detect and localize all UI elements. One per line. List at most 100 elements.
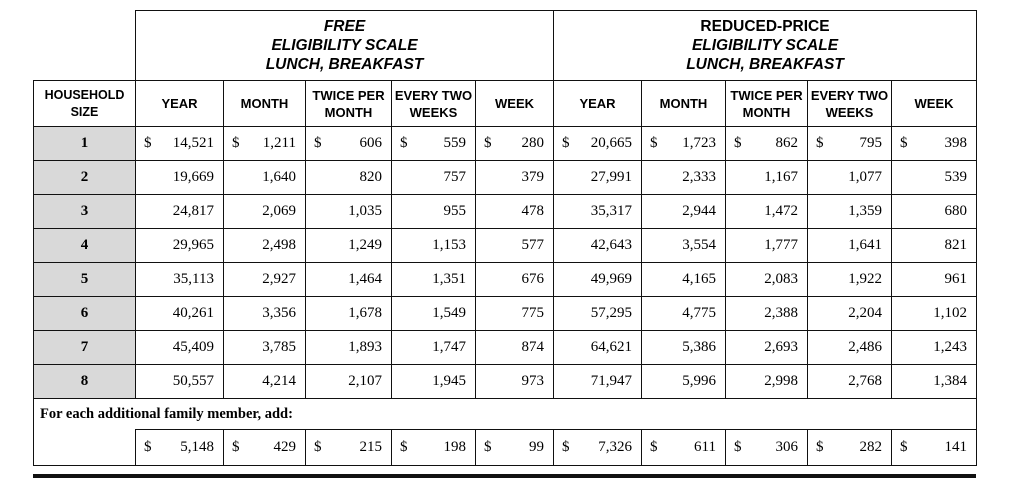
reduced-value-cell: 71,947 [553, 364, 642, 399]
reduced-value-cell: 2,388 [725, 296, 808, 331]
value-text: 1,249 [348, 237, 382, 253]
reduced-group-meals: LUNCH, BREAKFAST [686, 56, 844, 73]
value-text: 961 [944, 271, 968, 287]
free-value-cell: 2,498 [223, 228, 306, 263]
value-text: 27,991 [590, 169, 632, 185]
value-text: 757 [443, 169, 467, 185]
value-text: 973 [521, 373, 545, 389]
col-header-label2: WEEKS [825, 104, 874, 120]
free-value-cell: $280 [475, 126, 554, 161]
value-text: $99 [484, 439, 544, 455]
value-text: $282 [816, 439, 882, 455]
value-text: 2,388 [764, 305, 798, 321]
value-text: 1,640 [262, 169, 296, 185]
value-text: $141 [900, 439, 967, 455]
value-text: 4,775 [682, 305, 716, 321]
value-text: $1,723 [650, 135, 716, 151]
reduced-col-header: EVERY TWO WEEKS [807, 80, 892, 127]
free-value-cell: 1,747 [391, 330, 476, 365]
additional-free-value-cell: $99 [475, 429, 554, 466]
free-value-cell: 955 [391, 194, 476, 229]
value-text: 1,893 [348, 339, 382, 355]
free-value-cell: 1,249 [305, 228, 392, 263]
value-text: 2,944 [682, 203, 716, 219]
free-value-cell: 1,351 [391, 262, 476, 297]
reduced-group-header: REDUCED-PRICE ELIGIBILITY SCALE LUNCH, B… [553, 10, 977, 81]
additional-reduced-value-cell: $141 [891, 429, 977, 466]
reduced-value-cell: 3,554 [641, 228, 726, 263]
free-col-header: WEEK [475, 80, 554, 127]
reduced-value-cell: 49,969 [553, 262, 642, 297]
eligibility-table: FREE ELIGIBILITY SCALE LUNCH, BREAKFAST … [33, 10, 977, 466]
col-header-label: EVERY TWO [394, 87, 473, 103]
value-text: 1,359 [848, 203, 882, 219]
reduced-value-cell: 1,384 [891, 364, 977, 399]
value-text: 4,165 [682, 271, 716, 287]
table-row: 1 $14,521 $1,211 $606 $559 $280 $20,665 $1,723 $… [33, 126, 977, 161]
free-value-cell: 1,549 [391, 296, 476, 331]
reduced-value-cell: 2,693 [725, 330, 808, 365]
free-value-cell: 29,965 [135, 228, 224, 263]
reduced-value-cell: 1,359 [807, 194, 892, 229]
reduced-value-cell: 64,621 [553, 330, 642, 365]
reduced-value-cell: 5,386 [641, 330, 726, 365]
value-text: 57,295 [590, 305, 632, 321]
value-text: 35,317 [590, 203, 632, 219]
value-text: 1,922 [848, 271, 882, 287]
value-text: 676 [521, 271, 545, 287]
free-value-cell: 40,261 [135, 296, 224, 331]
value-text: $14,521 [144, 135, 214, 151]
value-text: 5,386 [682, 339, 716, 355]
value-text: 680 [944, 203, 968, 219]
reduced-col-header: YEAR [553, 80, 642, 127]
value-text: 539 [944, 169, 968, 185]
free-value-cell: 24,817 [135, 194, 224, 229]
table-row: 7 45,409 3,785 1,893 1,747 874 64,621 5,386 2,69… [33, 330, 977, 365]
value-text: 1,945 [432, 373, 466, 389]
reduced-value-cell: 1,167 [725, 160, 808, 195]
additional-reduced-value-cell: $306 [725, 429, 808, 466]
value-text: 1,243 [933, 339, 967, 355]
value-text: $280 [484, 135, 544, 151]
table-row: 5 35,113 2,927 1,464 1,351 676 49,969 4,165 2,08… [33, 262, 977, 297]
value-text: 577 [521, 237, 545, 253]
reduced-col-header: MONTH [641, 80, 726, 127]
additional-reduced-value-cell: $282 [807, 429, 892, 466]
reduced-value-cell: 1,077 [807, 160, 892, 195]
value-text: 2,083 [764, 271, 798, 287]
col-header-label: MONTH [659, 96, 708, 111]
col-header-label: YEAR [579, 96, 616, 111]
reduced-value-cell: 961 [891, 262, 977, 297]
value-text: 1,351 [432, 271, 466, 287]
reduced-value-cell: 35,317 [553, 194, 642, 229]
free-value-cell: 874 [475, 330, 554, 365]
value-text: 2,498 [262, 237, 296, 253]
value-text: 2,069 [262, 203, 296, 219]
col-header-label: TWICE PER [730, 87, 803, 103]
reduced-value-cell: 57,295 [553, 296, 642, 331]
additional-free-value-cell: $215 [305, 429, 392, 466]
free-value-cell: 35,113 [135, 262, 224, 297]
free-value-cell: 45,409 [135, 330, 224, 365]
value-text: $215 [314, 439, 382, 455]
household-size-cell: 2 [33, 160, 136, 195]
reduced-value-cell: 2,486 [807, 330, 892, 365]
value-text: 775 [521, 305, 545, 321]
value-text: 2,486 [848, 339, 882, 355]
free-value-cell: 2,107 [305, 364, 392, 399]
reduced-value-cell: 1,777 [725, 228, 808, 263]
free-value-cell: 676 [475, 262, 554, 297]
value-text: 1,384 [933, 373, 967, 389]
eligibility-table-wrapper: FREE ELIGIBILITY SCALE LUNCH, BREAKFAST … [33, 10, 977, 466]
value-text: $1,211 [232, 135, 296, 151]
free-col-header: YEAR [135, 80, 224, 127]
free-col-header: MONTH [223, 80, 306, 127]
free-value-cell: 1,035 [305, 194, 392, 229]
value-text: $5,148 [144, 439, 214, 455]
free-value-cell: $1,211 [223, 126, 306, 161]
reduced-value-cell: 42,643 [553, 228, 642, 263]
reduced-value-cell: 2,998 [725, 364, 808, 399]
value-text: 71,947 [590, 373, 632, 389]
reduced-value-cell: 2,083 [725, 262, 808, 297]
free-group-title: FREE [323, 18, 366, 35]
